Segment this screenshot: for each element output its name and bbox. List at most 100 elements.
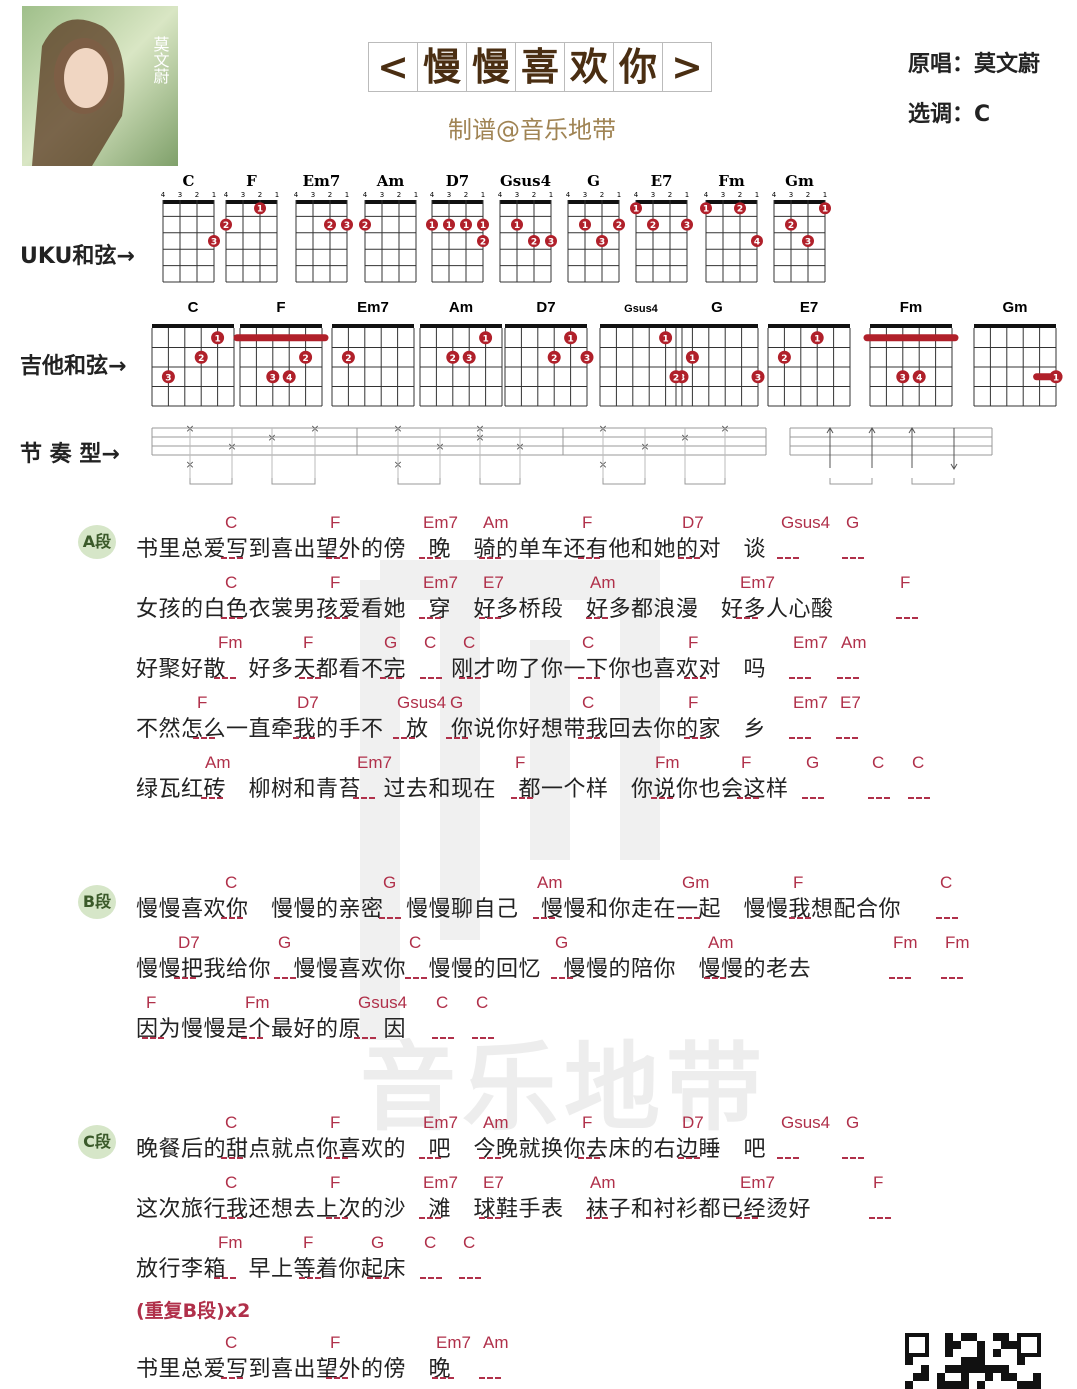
string-number: 2 xyxy=(328,191,332,199)
finger-dot xyxy=(477,235,489,247)
nut xyxy=(240,324,322,328)
string-number: 1 xyxy=(481,191,485,199)
finger-number: 3 xyxy=(900,373,906,383)
finger-number: 1 xyxy=(480,221,486,231)
chord-marker: Gsus4 xyxy=(776,1113,831,1159)
chord-marker: Am xyxy=(586,573,616,619)
finger-dot xyxy=(751,235,763,247)
album-cover-image: 莫文蔚 xyxy=(22,6,178,166)
qr-module xyxy=(1009,1373,1017,1381)
qr-module xyxy=(961,1381,969,1389)
guitar-chord-name: Am xyxy=(449,299,473,316)
finger-number: 4 xyxy=(916,373,922,383)
arranger-credit: 制谱@音乐地带 xyxy=(448,116,616,144)
finger-number: 1 xyxy=(482,334,488,344)
finger-number: 2 xyxy=(450,354,456,364)
chord-marker: Fm xyxy=(651,753,680,799)
beam xyxy=(189,478,233,485)
qr-module xyxy=(1001,1365,1009,1373)
uku-chord-name: Am xyxy=(376,172,405,190)
qr-module xyxy=(1009,1341,1017,1349)
guitar-chord-name: Gm xyxy=(1002,299,1027,316)
finger-number: 2 xyxy=(650,221,656,231)
uku-chord-name: Em7 xyxy=(303,172,341,190)
nut xyxy=(420,324,502,328)
finger-number: 2 xyxy=(737,205,743,215)
chord-marker: E7 xyxy=(479,573,504,619)
qr-module xyxy=(1001,1373,1009,1381)
qr-module xyxy=(1001,1333,1009,1341)
qr-finder xyxy=(905,1333,929,1357)
qr-module xyxy=(945,1333,953,1341)
chord-marker: Em7 xyxy=(789,693,828,739)
nut xyxy=(226,200,277,204)
chord-marker: Em7 xyxy=(353,753,392,799)
nut xyxy=(163,200,214,204)
finger-dot xyxy=(659,331,673,345)
qr-module xyxy=(961,1357,969,1365)
song-title: < 慢慢喜欢你 > xyxy=(368,42,712,92)
string-number: 2 xyxy=(532,191,536,199)
string-number: 1 xyxy=(345,191,349,199)
finger-number: 3 xyxy=(270,373,276,383)
nut xyxy=(152,324,234,328)
guitar-chord-name: G xyxy=(711,299,723,316)
chord-marker: Fm xyxy=(941,933,970,979)
arrow-head xyxy=(826,427,834,434)
qr-module xyxy=(969,1333,977,1341)
chord-marker: C xyxy=(458,1233,482,1279)
string-number: 3 xyxy=(583,191,587,199)
guitar-chord-name: Em7 xyxy=(357,299,389,316)
title-char: 慢 xyxy=(466,42,516,92)
qr-module xyxy=(1033,1381,1041,1389)
chord-marker: C xyxy=(577,633,601,679)
finger-dot xyxy=(734,202,746,215)
finger-dot xyxy=(700,202,712,215)
chord-marker: F xyxy=(736,753,760,799)
chord-marker: F xyxy=(298,633,322,679)
chord-marker: C xyxy=(404,933,428,979)
string-number: 1 xyxy=(549,191,553,199)
chord-marker: C xyxy=(577,693,601,739)
chord-marker: Fm xyxy=(241,993,270,1039)
string-number: 4 xyxy=(772,191,777,199)
finger-dot xyxy=(580,350,594,364)
nut xyxy=(676,324,758,328)
finger-dot xyxy=(819,202,831,215)
uku-chord-name: D7 xyxy=(446,172,469,190)
chord-marker: C xyxy=(431,993,455,1039)
qr-module xyxy=(953,1341,961,1349)
finger-number: 1 xyxy=(446,221,452,231)
string-number: 1 xyxy=(685,191,689,199)
string-number: 4 xyxy=(634,191,639,199)
chord-marker: E7 xyxy=(479,1173,504,1219)
nut xyxy=(505,324,587,328)
lyric-line: 慢慢把我给你 慢慢喜欢你 慢慢的回忆 慢慢的陪你 慢慢的老去 xyxy=(136,957,812,982)
uku-chord-name: Fm xyxy=(718,172,745,190)
title-char: 你 xyxy=(613,42,663,92)
finger-number: 1 xyxy=(703,205,709,215)
beam xyxy=(602,478,646,485)
finger-dot xyxy=(460,218,472,231)
finger-dot xyxy=(341,218,353,231)
chord-marker: G xyxy=(445,693,469,739)
beam xyxy=(829,478,873,485)
chord-marker: Gsus4 xyxy=(776,513,831,559)
finger-number: 1 xyxy=(689,354,695,364)
finger-number: 1 xyxy=(567,334,573,344)
section-tag-b: B段 xyxy=(78,885,116,919)
qr-module xyxy=(1025,1381,1033,1389)
title-char: 欢 xyxy=(564,42,614,92)
finger-number: 3 xyxy=(805,238,811,248)
qr-module xyxy=(969,1357,977,1365)
chord-marker: C xyxy=(935,873,959,919)
chord-marker: F xyxy=(192,693,216,739)
qr-module xyxy=(937,1373,945,1381)
finger-dot xyxy=(359,218,371,231)
string-number: 4 xyxy=(704,191,709,199)
finger-number: 2 xyxy=(781,354,787,364)
chord-marker: Em7 xyxy=(736,1173,775,1219)
chord-marker: G xyxy=(366,1233,390,1279)
finger-dot xyxy=(1049,370,1063,384)
chord-marker: C xyxy=(220,873,244,919)
